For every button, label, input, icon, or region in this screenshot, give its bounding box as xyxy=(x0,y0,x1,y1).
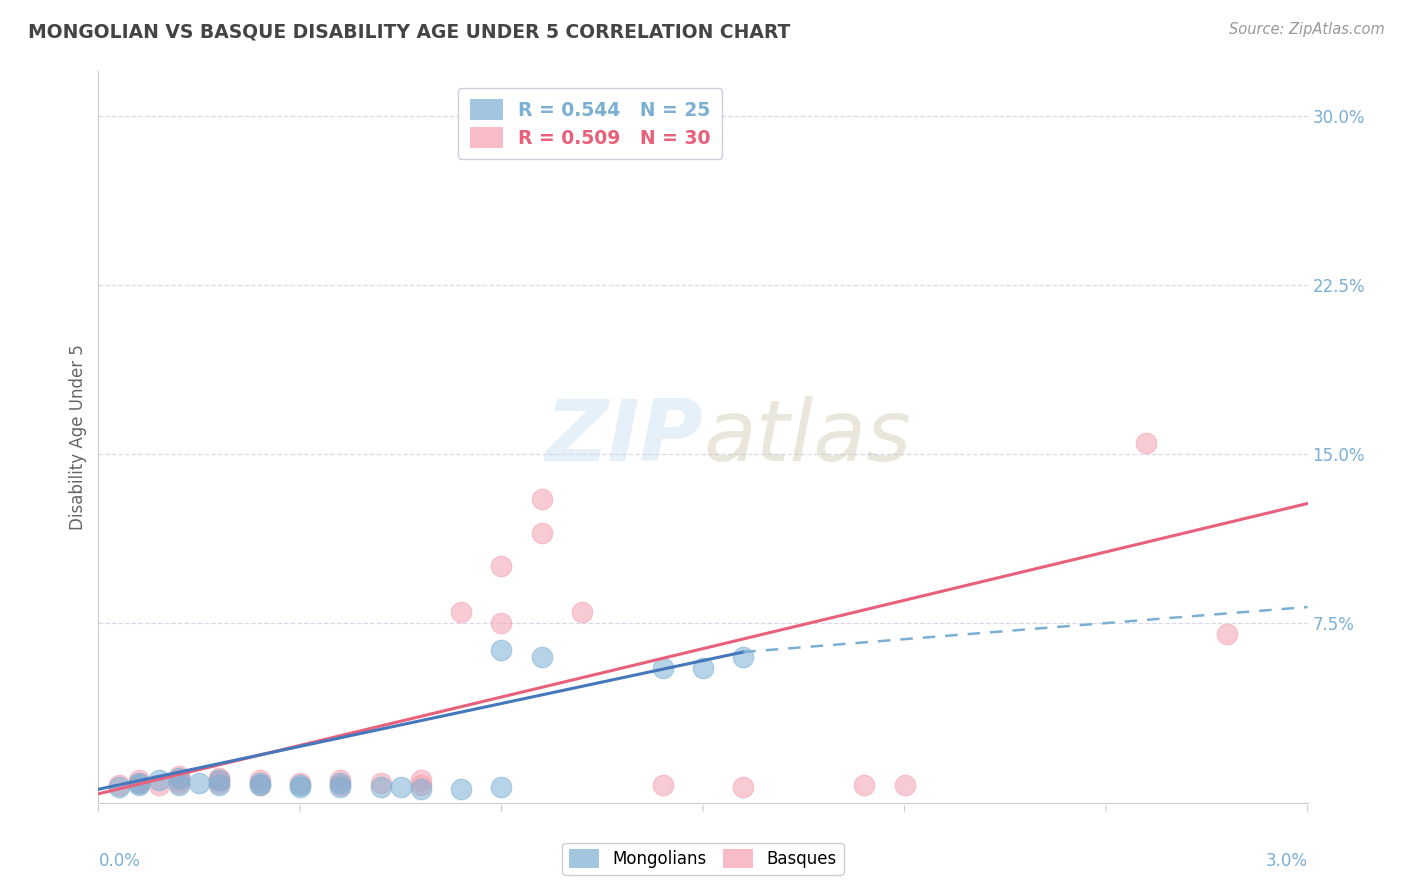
Point xyxy=(733,649,755,664)
Point xyxy=(249,778,271,792)
Point xyxy=(491,559,513,574)
Point xyxy=(329,773,352,788)
Legend: R = 0.544   N = 25, R = 0.509   N = 30: R = 0.544 N = 25, R = 0.509 N = 30 xyxy=(458,88,723,159)
Point xyxy=(208,773,231,788)
Point xyxy=(208,775,231,789)
Text: Source: ZipAtlas.com: Source: ZipAtlas.com xyxy=(1229,22,1385,37)
Point xyxy=(491,642,513,657)
Point xyxy=(651,778,673,792)
Point xyxy=(107,780,129,794)
Point xyxy=(288,778,311,792)
Point xyxy=(409,782,432,797)
Point xyxy=(1216,627,1239,641)
Point xyxy=(167,773,190,788)
Point xyxy=(107,778,129,792)
Point xyxy=(167,775,190,789)
Point xyxy=(692,661,714,675)
Point xyxy=(329,778,352,792)
Point xyxy=(571,605,593,619)
Point xyxy=(208,773,231,788)
Point xyxy=(491,780,513,794)
Point xyxy=(450,605,472,619)
Y-axis label: Disability Age Under 5: Disability Age Under 5 xyxy=(69,344,87,530)
Point xyxy=(1135,435,1157,450)
Point xyxy=(148,773,170,788)
Point xyxy=(249,778,271,792)
Point xyxy=(893,778,915,792)
Point xyxy=(370,775,392,789)
Point xyxy=(288,775,311,789)
Point xyxy=(409,773,432,788)
Text: 0.0%: 0.0% xyxy=(98,853,141,871)
Point xyxy=(409,778,432,792)
Point xyxy=(128,778,150,792)
Point xyxy=(651,661,673,675)
Point xyxy=(733,780,755,794)
Point xyxy=(208,771,231,785)
Point xyxy=(853,778,876,792)
Point xyxy=(208,778,231,792)
Text: 3.0%: 3.0% xyxy=(1265,853,1308,871)
Point xyxy=(128,775,150,789)
Point xyxy=(249,775,271,789)
Point xyxy=(329,775,352,789)
Text: ZIP: ZIP xyxy=(546,395,703,479)
Point xyxy=(370,780,392,794)
Legend: Mongolians, Basques: Mongolians, Basques xyxy=(562,843,844,875)
Point xyxy=(450,782,472,797)
Point xyxy=(167,771,190,785)
Point xyxy=(167,778,190,792)
Point xyxy=(148,778,170,792)
Point xyxy=(530,491,553,506)
Point xyxy=(249,773,271,788)
Point xyxy=(389,780,412,794)
Text: MONGOLIAN VS BASQUE DISABILITY AGE UNDER 5 CORRELATION CHART: MONGOLIAN VS BASQUE DISABILITY AGE UNDER… xyxy=(28,22,790,41)
Point xyxy=(128,775,150,789)
Point xyxy=(167,769,190,783)
Point xyxy=(530,649,553,664)
Point xyxy=(128,773,150,788)
Point xyxy=(188,775,211,789)
Point xyxy=(329,780,352,794)
Point xyxy=(491,615,513,630)
Text: atlas: atlas xyxy=(703,395,911,479)
Point xyxy=(288,780,311,794)
Point xyxy=(530,525,553,540)
